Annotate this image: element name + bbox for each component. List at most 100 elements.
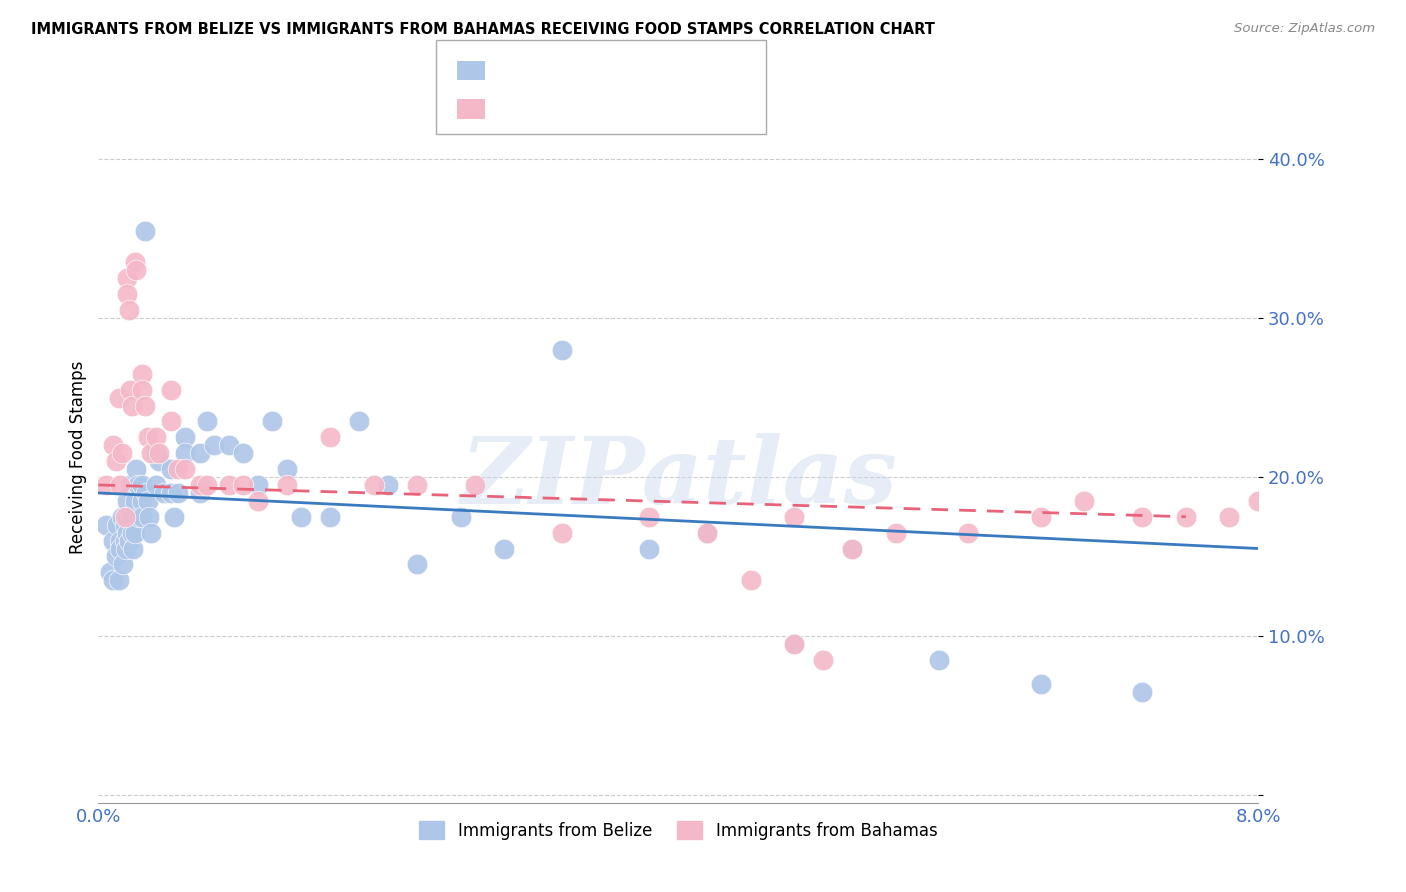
Point — [841, 541, 863, 556]
Point — [108, 541, 131, 556]
Point — [148, 454, 170, 468]
Point — [319, 430, 342, 444]
Point — [188, 446, 211, 460]
Point — [363, 478, 385, 492]
Text: N = 69: N = 69 — [602, 62, 664, 79]
Point — [117, 525, 139, 540]
Point — [218, 478, 240, 492]
Point — [232, 478, 254, 492]
Point — [160, 462, 183, 476]
Text: R = -0.080: R = -0.080 — [496, 100, 593, 118]
Point — [134, 224, 156, 238]
Text: ZIPatlas: ZIPatlas — [460, 433, 897, 523]
Point — [120, 478, 142, 492]
Point — [174, 462, 197, 476]
Text: N = 51: N = 51 — [602, 100, 664, 118]
Point — [145, 478, 167, 492]
Point — [122, 541, 145, 556]
Point — [136, 430, 159, 444]
Y-axis label: Receiving Food Stamps: Receiving Food Stamps — [69, 360, 87, 554]
Point — [135, 486, 157, 500]
Point — [319, 509, 342, 524]
Point — [98, 566, 121, 580]
Point — [1029, 676, 1052, 690]
Point — [108, 533, 131, 548]
Point — [1218, 509, 1240, 524]
Point — [117, 493, 139, 508]
Point — [115, 541, 138, 556]
Point — [131, 367, 153, 381]
Legend: Immigrants from Belize, Immigrants from Bahamas: Immigrants from Belize, Immigrants from … — [413, 814, 943, 847]
Point — [696, 525, 718, 540]
Point — [111, 509, 132, 524]
Point — [195, 414, 218, 428]
Point — [152, 486, 174, 500]
Point — [101, 574, 124, 588]
Point — [101, 438, 124, 452]
Point — [107, 574, 129, 588]
Point — [104, 549, 127, 564]
Point — [124, 255, 146, 269]
Point — [117, 287, 139, 301]
Point — [377, 478, 399, 492]
Point — [136, 493, 159, 508]
Point — [163, 509, 186, 524]
Point — [783, 637, 806, 651]
Point — [117, 509, 139, 524]
Point — [638, 541, 661, 556]
Point — [1029, 509, 1052, 524]
Point — [125, 263, 148, 277]
Point — [101, 533, 124, 548]
Point — [174, 430, 197, 444]
Point — [138, 509, 160, 524]
Point — [120, 509, 142, 524]
Point — [1130, 509, 1153, 524]
Point — [128, 509, 150, 524]
Point — [118, 533, 141, 548]
Point — [740, 574, 762, 588]
Point — [124, 525, 146, 540]
Point — [246, 478, 269, 492]
Point — [696, 525, 718, 540]
Point — [145, 446, 167, 460]
Point — [1073, 493, 1095, 508]
Point — [494, 541, 516, 556]
Point — [107, 391, 129, 405]
Point — [94, 478, 117, 492]
Point — [131, 383, 153, 397]
Point — [134, 399, 156, 413]
Point — [145, 430, 167, 444]
Point — [114, 509, 136, 524]
Point — [188, 486, 211, 500]
Point — [127, 478, 149, 492]
Point — [108, 478, 131, 492]
Point — [104, 454, 127, 468]
Point — [262, 414, 284, 428]
Point — [204, 438, 226, 452]
Point — [349, 414, 371, 428]
Point — [783, 509, 806, 524]
Point — [406, 558, 429, 572]
Point — [551, 525, 574, 540]
Point — [139, 525, 162, 540]
Text: R = -0.093: R = -0.093 — [496, 62, 593, 79]
Point — [114, 517, 136, 532]
Point — [117, 271, 139, 285]
Point — [174, 446, 197, 460]
Point — [1174, 509, 1197, 524]
Point — [218, 438, 240, 452]
Point — [246, 493, 269, 508]
Point — [406, 478, 429, 492]
Point — [131, 478, 153, 492]
Point — [94, 517, 117, 532]
Point — [124, 493, 146, 508]
Point — [276, 478, 298, 492]
Point — [125, 462, 148, 476]
Point — [118, 303, 141, 318]
Point — [112, 558, 135, 572]
Text: IMMIGRANTS FROM BELIZE VS IMMIGRANTS FROM BAHAMAS RECEIVING FOOD STAMPS CORRELAT: IMMIGRANTS FROM BELIZE VS IMMIGRANTS FRO… — [31, 22, 935, 37]
Point — [131, 493, 153, 508]
Point — [195, 478, 218, 492]
Point — [139, 446, 162, 460]
Text: Source: ZipAtlas.com: Source: ZipAtlas.com — [1234, 22, 1375, 36]
